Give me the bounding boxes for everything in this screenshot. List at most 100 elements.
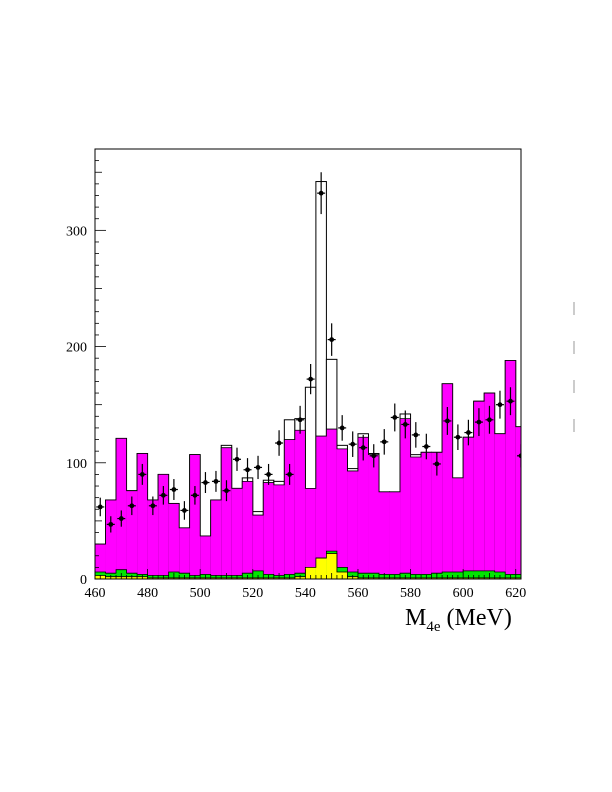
histogram-bin-s1-11 (210, 499, 222, 579)
histogram-bin-s2-15 (252, 570, 264, 579)
histogram-outline-s3 (95, 553, 521, 579)
x-tick-label-480: 480 (137, 586, 158, 601)
plot-area (95, 172, 521, 579)
histogram-bin-s1-29 (400, 418, 411, 579)
histogram-bin-s1-8 (179, 527, 190, 579)
data-point-7 (171, 487, 177, 492)
x-tick-label-500: 500 (190, 586, 211, 601)
histogram-bin-s1-13 (231, 488, 243, 579)
axis-ticks (94, 148, 522, 580)
histogram-bin-s3-22 (326, 553, 337, 579)
data-point-33 (444, 418, 450, 424)
histogram-bin-s1-40 (515, 426, 521, 579)
histogram-bin-s1-0 (95, 544, 106, 579)
histogram-bin-s1-23 (336, 448, 348, 579)
histogram-bin-s1-4 (137, 453, 148, 579)
histogram-bin-s1-37 (484, 393, 495, 579)
histogram-bin-s3-21 (315, 558, 327, 579)
histogram-bin-s1-22 (326, 429, 337, 579)
data-point-37 (487, 417, 492, 423)
histogram-bin-s1-31 (421, 452, 432, 579)
data-point-17 (276, 440, 282, 446)
data-point-38 (497, 402, 503, 408)
data-point-36 (476, 419, 482, 425)
data-point-29 (402, 422, 408, 427)
x-tick-label-600: 600 (453, 586, 474, 601)
x-axis-title: M4e (MeV) (405, 605, 512, 635)
data-point-32 (434, 461, 440, 467)
y-tick-label-0: 0 (80, 573, 87, 588)
x-axis-title-symbol: M (405, 605, 426, 631)
histogram-bin-s1-1 (105, 499, 117, 579)
data-point-23 (339, 425, 345, 431)
histogram-bin-s1-17 (273, 484, 285, 579)
data-point-6 (160, 492, 166, 498)
data-point-19 (297, 417, 303, 423)
histogram-bin-s3-20 (305, 567, 316, 579)
data-point-12 (224, 488, 229, 494)
histogram-bin-s1-2 (116, 438, 127, 579)
histogram-bin-s1-30 (410, 456, 422, 579)
histogram-bin-s1-18 (284, 439, 295, 579)
histogram-bin-s2-35 (463, 570, 474, 579)
data-point-22 (329, 337, 335, 342)
histogram-bin-s1-6 (158, 474, 169, 579)
x-tick-label-520: 520 (242, 586, 263, 601)
x-tick-label-540: 540 (295, 586, 316, 601)
y-tick-label-200: 200 (66, 341, 87, 356)
data-point-21 (318, 190, 324, 196)
data-point-13 (234, 456, 240, 462)
x-axis-title-unit: (MeV) (447, 605, 512, 631)
histogram-bin-s1-15 (252, 515, 264, 579)
histogram-bin-s1-12 (221, 447, 232, 579)
data-point-25 (360, 445, 366, 451)
data-point-26 (371, 453, 377, 459)
data-point-5 (150, 503, 156, 509)
data-point-4 (139, 472, 145, 477)
histogram-bin-s1-9 (189, 454, 201, 579)
data-point-3 (129, 503, 135, 509)
histogram-bin-s1-20 (305, 488, 316, 579)
data-point-39 (508, 398, 513, 404)
x-tick-label-620: 620 (505, 586, 526, 601)
data-point-8 (182, 508, 187, 513)
histogram-bin-s1-27 (379, 491, 390, 579)
data-point-11 (213, 478, 219, 484)
data-point-14 (245, 467, 250, 473)
histogram-bin-s1-32 (431, 452, 443, 579)
data-point-0 (97, 504, 103, 510)
histogram-bin-s1-35 (463, 437, 474, 579)
tick-labels: 460 480 500 520 540 560 580 600 620 0 100 200 300 (66, 224, 526, 601)
data-point-35 (466, 430, 471, 435)
histogram-bin-s1-3 (126, 490, 138, 579)
data-point-31 (423, 444, 429, 449)
histogram-bin-s1-34 (452, 477, 464, 579)
histogram-bin-s1-21 (315, 436, 327, 579)
histogram-bin-s1-28 (389, 491, 401, 579)
data-point-27 (381, 439, 387, 445)
histogram-bin-s1-26 (368, 454, 379, 579)
x-tick-label-580: 580 (400, 586, 421, 601)
data-point-24 (350, 441, 356, 447)
y-tick-label-100: 100 (66, 457, 87, 472)
histogram-bin-s1-19 (294, 430, 306, 579)
data-point-10 (203, 480, 208, 485)
histogram-bin-s1-33 (442, 383, 453, 579)
plot-frame (94, 148, 522, 580)
data-point-28 (392, 415, 398, 420)
data-point-1 (108, 521, 114, 527)
data-point-16 (266, 472, 271, 477)
histogram-bin-s1-36 (473, 401, 485, 579)
histogram-bin-s1-24 (347, 470, 358, 579)
histogram-bin-s1-10 (200, 536, 211, 579)
histogram-outline-s1 (95, 360, 521, 579)
y-tick-label-300: 300 (66, 224, 87, 239)
histogram-outline-s2 (95, 550, 521, 579)
data-point-9 (192, 492, 198, 498)
histogram-bin-s1-25 (357, 437, 369, 579)
data-point-34 (455, 434, 461, 440)
x-tick-label-460: 460 (85, 586, 106, 601)
x-axis-title-subscript: 4e (426, 619, 441, 635)
histogram-bin-s1-5 (147, 499, 159, 579)
